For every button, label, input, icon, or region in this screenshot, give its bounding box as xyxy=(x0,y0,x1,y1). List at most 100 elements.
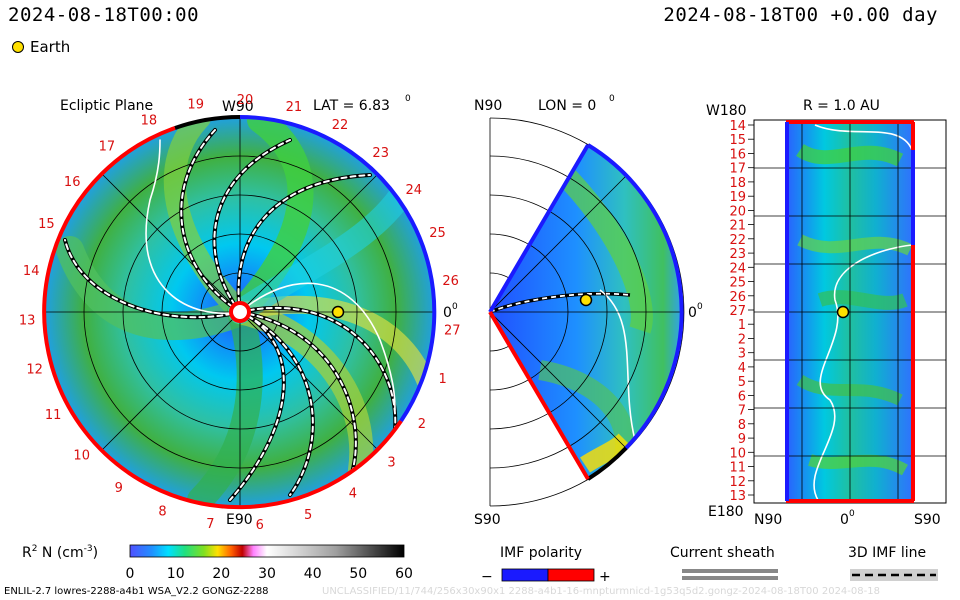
ecliptic-rotation-label: 23 xyxy=(372,146,389,161)
ecliptic-rotation-label: 3 xyxy=(387,456,395,471)
synoptic-y-label: 12 xyxy=(729,475,746,490)
imf-polarity-legend: IMF polarity − + xyxy=(481,545,611,585)
earth-legend-label: Earth xyxy=(30,38,71,56)
colorbar-tick-label: 20 xyxy=(212,566,230,582)
ecliptic-top-label: W90 xyxy=(222,99,254,115)
colorbar-tick-label: 50 xyxy=(349,566,367,582)
synoptic-y-label: 14 xyxy=(729,119,746,134)
meridional-polarity-edges xyxy=(488,143,684,481)
imf-polarity-label: IMF polarity xyxy=(500,545,582,561)
ecliptic-rotation-label: 25 xyxy=(429,226,446,241)
ecliptic-rotation-label: 5 xyxy=(304,508,312,523)
ecliptic-rotation-label: 10 xyxy=(73,449,90,464)
ecliptic-rotation-label: 6 xyxy=(256,518,264,533)
ecliptic-polarity-ring xyxy=(42,114,437,510)
ecliptic-rotation-label: 26 xyxy=(442,274,459,289)
ecliptic-rotation-label: 12 xyxy=(26,362,43,377)
meridional-earth-marker xyxy=(579,293,593,307)
ecliptic-lat-sup: 0 xyxy=(405,94,411,104)
synoptic-y-label: 11 xyxy=(729,461,746,476)
footer-right: UNCLASSIFIED/11/744/256x30x90x1 2288-a4b… xyxy=(322,586,880,597)
meridional-panel: N90 LON = 0 0 0 0 S90 xyxy=(474,94,703,528)
synoptic-y-label: 24 xyxy=(729,261,746,276)
ecliptic-rotation-label: 17 xyxy=(99,140,116,155)
synoptic-y-label: 7 xyxy=(738,404,746,419)
synoptic-y-label: 18 xyxy=(729,176,746,191)
meridional-right-label: 0 xyxy=(688,305,697,321)
synoptic-polarity-edges xyxy=(785,120,915,503)
ecliptic-rotation-label: 11 xyxy=(45,408,62,423)
imf-line-legend: 3D IMF line xyxy=(848,545,938,581)
colorbar-gradient xyxy=(129,544,405,558)
synoptic-y-label: 4 xyxy=(738,361,746,376)
colorbar-label: R2 N (cm-3) xyxy=(22,544,98,561)
synoptic-y-label: 13 xyxy=(729,489,746,504)
synoptic-y-label: 19 xyxy=(729,190,746,205)
imf-minus-label: − xyxy=(481,569,493,585)
ecliptic-rotation-label: 7 xyxy=(206,517,214,532)
meridional-right-sup: 0 xyxy=(697,302,703,312)
synoptic-y-label: 23 xyxy=(729,247,746,262)
ecliptic-bottom-label: E90 xyxy=(226,512,253,528)
ecliptic-rotation-label: 9 xyxy=(115,481,123,496)
synoptic-x-label-s90: S90 xyxy=(914,512,941,528)
ecliptic-rotation-label: 2 xyxy=(418,417,426,432)
meridional-lon-sup: 0 xyxy=(609,94,615,104)
synoptic-x-sup: 0 xyxy=(849,509,855,519)
meridional-top-label: N90 xyxy=(474,98,502,114)
ecliptic-title: Ecliptic Plane xyxy=(60,98,153,114)
imf-negative-swatch xyxy=(501,568,549,582)
footer-left: ENLIL-2.7 lowres-2288-a4b1 WSA_V2.2 GONG… xyxy=(4,586,269,597)
current-sheath-legend: Current sheath xyxy=(670,545,778,580)
synoptic-y-label: 17 xyxy=(729,162,746,177)
colorbar-ticks: 0 10 20 30 40 50 60 xyxy=(126,566,413,582)
colorbar-tick-label: 60 xyxy=(395,566,413,582)
earth-legend: Earth xyxy=(12,38,70,56)
ecliptic-rotation-label: 20 xyxy=(237,93,254,108)
synoptic-current-sheath xyxy=(813,124,913,501)
synoptic-y-label: 16 xyxy=(729,148,746,163)
page-title-right: 2024-08-18T00 +0.00 day xyxy=(663,4,938,26)
ecliptic-earth-marker xyxy=(331,305,345,319)
current-sheath-swatch-bottom xyxy=(682,576,778,580)
synoptic-y-label: 2 xyxy=(738,333,746,348)
synoptic-bottom-left-label: E180 xyxy=(708,504,744,520)
imf-positive-swatch xyxy=(547,568,595,582)
ecliptic-right-label: 0 xyxy=(443,305,452,321)
ecliptic-rotation-label: 27 xyxy=(444,323,461,338)
page-title-left: 2024-08-18T00:00 xyxy=(8,4,200,26)
meridional-lon-label: LON = 0 xyxy=(538,98,596,114)
ecliptic-rotation-label: 1 xyxy=(438,372,446,387)
synoptic-y-label: 15 xyxy=(729,133,746,148)
synoptic-y-label: 27 xyxy=(729,304,746,319)
current-sheath-label: Current sheath xyxy=(670,545,775,561)
imf-line-label: 3D IMF line xyxy=(848,545,926,561)
ecliptic-panel: Ecliptic Plane W90 LAT = 6.83 0 0 0 E90 … xyxy=(19,93,461,533)
synoptic-earth-marker xyxy=(836,305,850,319)
synoptic-y-label: 8 xyxy=(738,418,746,433)
synoptic-y-label: 21 xyxy=(729,219,746,234)
ecliptic-rotation-label: 21 xyxy=(286,100,303,115)
ecliptic-rotation-label: 18 xyxy=(141,114,158,129)
synoptic-y-label: 25 xyxy=(729,276,746,291)
earth-marker-icon xyxy=(12,41,24,53)
synoptic-r-label: R = 1.0 AU xyxy=(803,98,880,114)
synoptic-y-label: 20 xyxy=(729,204,746,219)
ecliptic-rotation-label: 16 xyxy=(64,175,81,190)
colorbar-tick-label: 0 xyxy=(126,566,135,582)
colorbar-tick-label: 40 xyxy=(304,566,322,582)
synoptic-panel: W180 R = 1.0 AU E180 N90 0 0 S90 1415161… xyxy=(706,98,947,528)
synoptic-y-label: 3 xyxy=(738,347,746,362)
synoptic-y-label: 9 xyxy=(738,432,746,447)
sun-icon xyxy=(229,301,251,323)
synoptic-x-label-0: 0 xyxy=(840,512,849,528)
synoptic-y-label: 10 xyxy=(729,446,746,461)
ecliptic-rotation-label: 4 xyxy=(349,487,357,502)
colorbar: R2 N (cm-3) 0 10 20 30 40 50 60 xyxy=(22,544,413,582)
ecliptic-rotation-label: 22 xyxy=(332,118,349,133)
ecliptic-imf-lines xyxy=(63,128,398,502)
current-sheath-swatch-top xyxy=(682,569,778,573)
synoptic-y-label: 1 xyxy=(738,318,746,333)
ecliptic-lat-label: LAT = 6.83 xyxy=(313,98,390,114)
meridional-bottom-label: S90 xyxy=(474,512,501,528)
